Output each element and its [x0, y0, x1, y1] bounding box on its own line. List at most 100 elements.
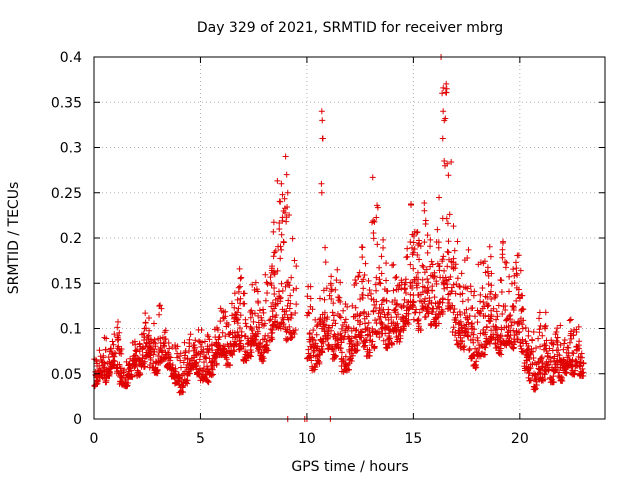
- data-point: [402, 320, 409, 327]
- data-point: [278, 246, 285, 253]
- data-point: [267, 316, 274, 323]
- data-point: [373, 214, 380, 221]
- data-point: [281, 195, 288, 202]
- data-point: [435, 303, 442, 310]
- data-point: [536, 309, 543, 316]
- data-point: [497, 332, 504, 339]
- data-point: [457, 334, 464, 341]
- data-point: [284, 203, 291, 210]
- data-point: [283, 218, 290, 225]
- data-point: [179, 384, 186, 391]
- data-point: [463, 306, 470, 313]
- data-point: [356, 321, 363, 328]
- data-point: [370, 235, 377, 242]
- data-point: [269, 329, 276, 336]
- data-point: [352, 304, 359, 311]
- data-point: [279, 217, 286, 224]
- data-point: [223, 319, 230, 326]
- data-point: [307, 283, 314, 290]
- data-point: [272, 248, 279, 255]
- data-point: [452, 265, 459, 272]
- data-point: [293, 301, 300, 308]
- data-point: [465, 296, 472, 303]
- data-point: [463, 321, 470, 328]
- data-point: [550, 379, 557, 386]
- data-point: [177, 357, 184, 364]
- y-axis-label: SRMTID / TECUs: [6, 182, 22, 295]
- data-point: [211, 362, 218, 369]
- data-point: [463, 328, 470, 335]
- data-point: [321, 296, 328, 303]
- data-point: [425, 300, 432, 307]
- data-point: [145, 315, 152, 322]
- data-point: [107, 346, 114, 353]
- chart-title: Day 329 of 2021, SRMTID for receiver mbr…: [197, 20, 503, 36]
- data-point: [105, 372, 112, 379]
- data-point: [202, 374, 209, 381]
- data-point: [134, 346, 141, 353]
- data-point: [278, 231, 285, 238]
- data-point: [544, 362, 551, 369]
- data-point: [213, 361, 220, 368]
- data-point: [369, 174, 376, 181]
- data-point: [285, 297, 292, 304]
- data-point: [95, 368, 102, 375]
- data-point: [254, 288, 261, 295]
- data-point-spike: [283, 171, 290, 178]
- data-point: [206, 355, 213, 362]
- data-point: [330, 312, 337, 319]
- data-point: [202, 354, 209, 361]
- data-point: [318, 338, 325, 345]
- data-point: [338, 355, 345, 362]
- data-point: [271, 305, 278, 312]
- data-point: [143, 353, 150, 360]
- data-point: [389, 341, 396, 348]
- data-point: [365, 319, 372, 326]
- data-point: [543, 348, 550, 355]
- data-point: [370, 308, 377, 315]
- data-point: [444, 302, 451, 309]
- data-point: [271, 271, 278, 278]
- data-point: [428, 258, 435, 265]
- data-point: [248, 307, 255, 314]
- data-point-spike: [440, 108, 447, 115]
- data-point: [338, 332, 345, 339]
- data-point: [288, 274, 295, 281]
- data-point: [362, 260, 369, 267]
- data-point: [414, 269, 421, 276]
- data-point: [372, 281, 379, 288]
- data-point: [276, 323, 283, 330]
- data-point: [259, 353, 266, 360]
- axis-ticks: 0 5 10 15 20 0 0.05 0.1 0.15 0.2 0.25 0.3 0.35 0.4: [51, 50, 605, 447]
- data-point: [577, 359, 584, 366]
- data-point: [461, 346, 468, 353]
- data-point: [138, 363, 145, 370]
- data-point: [482, 344, 489, 351]
- data-point: [359, 244, 366, 251]
- data-point: [142, 319, 149, 326]
- data-point: [500, 303, 507, 310]
- data-point: [326, 324, 333, 331]
- data-point: [341, 319, 348, 326]
- data-point-spike: [284, 189, 291, 196]
- data-point: [454, 275, 461, 282]
- data-point: [420, 298, 427, 305]
- data-point: [105, 354, 112, 361]
- data-point: [538, 355, 545, 362]
- data-point: [425, 279, 432, 286]
- data-point: [573, 343, 580, 350]
- data-point: [262, 271, 269, 278]
- data-point: [495, 302, 502, 309]
- data-point: [539, 332, 546, 339]
- data-point: [441, 285, 448, 292]
- data-point: [177, 389, 184, 396]
- data-point: [396, 338, 403, 345]
- data-point: [274, 177, 281, 184]
- data-point: [470, 352, 477, 359]
- data-point: [466, 347, 473, 354]
- data-point: [419, 306, 426, 313]
- data-point: [276, 219, 283, 226]
- data-point: [453, 317, 460, 324]
- data-point: [356, 312, 363, 319]
- data-point: [206, 371, 213, 378]
